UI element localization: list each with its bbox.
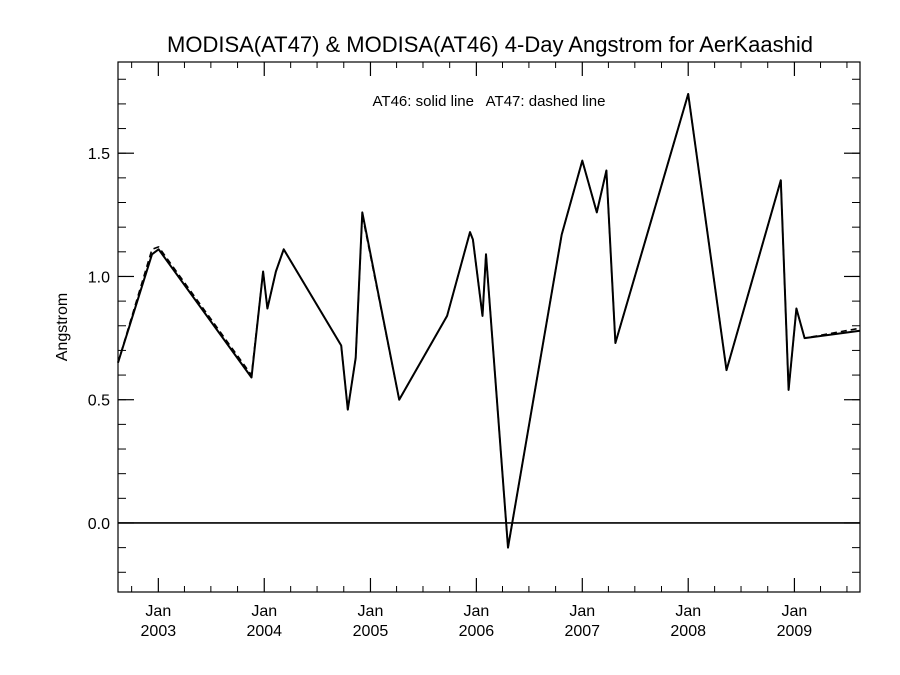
- plot-frame: [117, 61, 861, 593]
- chart-title: MODISA(AT47) & MODISA(AT46) 4-Day Angstr…: [167, 32, 813, 57]
- x-tick-year-label: 2008: [670, 623, 706, 640]
- x-tick-year-label: 2007: [564, 623, 600, 640]
- y-tick-label: 0.5: [88, 393, 110, 410]
- x-tick-month-label: Jan: [782, 603, 808, 620]
- x-tick-year-label: 2006: [459, 623, 495, 640]
- y-ticks: 0.0 0.5 1.0 1.5: [88, 146, 860, 533]
- series-layer: [117, 93, 861, 549]
- y-tick-label: 0.0: [88, 516, 110, 533]
- series-line-at47: [117, 93, 861, 549]
- plot-border: [117, 61, 861, 593]
- x-tick-month-label: Jan: [675, 603, 701, 620]
- y-axis-label: Angstrom: [54, 293, 71, 361]
- x-tick-year-label: 2005: [353, 623, 389, 640]
- x-tick-year-label: 2003: [141, 623, 177, 640]
- y-tick-label: 1.5: [88, 146, 110, 163]
- x-tick-year-label: 2004: [246, 623, 282, 640]
- x-tick-month-label: Jan: [358, 603, 384, 620]
- x-ticks: Jan 2003 Jan 2004 Jan 2005 Jan 2006 Jan 2007 Jan 20…: [141, 62, 813, 640]
- minor-ticks: [118, 62, 860, 592]
- y-tick-label: 1.0: [88, 269, 110, 286]
- x-tick-month-label: Jan: [463, 603, 489, 620]
- x-tick-year-label: 2009: [777, 623, 813, 640]
- x-tick-month-label: Jan: [569, 603, 595, 620]
- x-tick-month-label: Jan: [145, 603, 171, 620]
- series-line-at46: [117, 93, 861, 549]
- series-annotation: AT46: solid line AT47: dashed line: [373, 93, 606, 110]
- x-tick-month-label: Jan: [251, 603, 277, 620]
